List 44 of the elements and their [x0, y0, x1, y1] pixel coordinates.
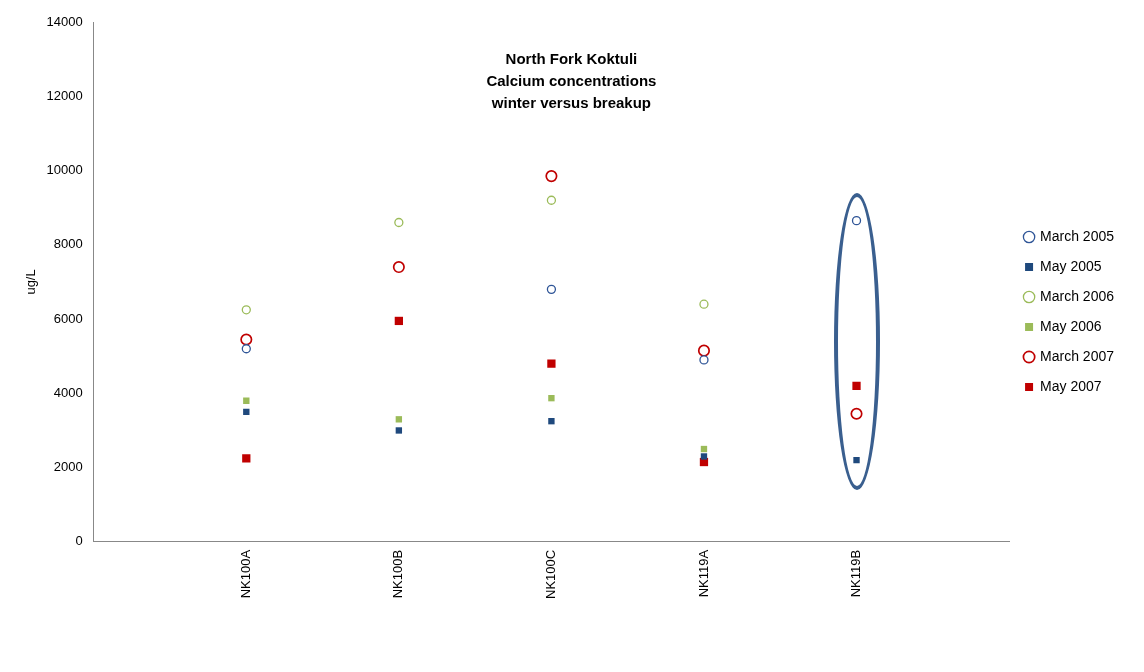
x-tick-label: NK100C	[542, 549, 558, 599]
point	[241, 305, 251, 315]
legend-label: March 2006	[1040, 287, 1115, 304]
point	[240, 333, 253, 346]
legend-label: May 2006	[1040, 317, 1102, 334]
point	[546, 195, 557, 205]
text: North Fork Koktuli Calcium concentrations winter versus breakup	[486, 49, 657, 111]
x-tick-label: NK119B	[848, 549, 864, 598]
point	[853, 456, 860, 464]
y-tick-label: 12000	[46, 87, 83, 103]
point	[395, 416, 403, 423]
y-tick-label: 8000	[53, 236, 83, 252]
legend-label: March 2005	[1040, 227, 1115, 244]
point	[852, 381, 861, 391]
x-tick-label: NK100B	[390, 549, 406, 599]
y-axis-title: ug/L	[23, 269, 39, 295]
y-tick-label: 14000	[46, 13, 83, 29]
legend-label: May 2005	[1040, 257, 1102, 274]
x-tick-label: NK119A	[695, 549, 711, 598]
y-tick-label: 2000	[53, 459, 83, 475]
point	[392, 261, 405, 274]
y-tick-label: 6000	[53, 310, 83, 326]
y-tick-label: 4000	[53, 384, 83, 400]
point	[699, 299, 709, 309]
x-tick-label: NK100A	[237, 549, 253, 599]
point	[547, 359, 556, 368]
point	[241, 344, 251, 354]
point	[394, 316, 403, 326]
point	[700, 453, 708, 460]
point	[697, 344, 711, 357]
point	[851, 216, 862, 226]
point	[850, 407, 863, 420]
point	[242, 454, 251, 463]
point	[546, 284, 557, 295]
legend-label: March 2007	[1040, 347, 1115, 364]
point	[395, 427, 403, 434]
point	[548, 394, 555, 402]
y-tick-label: 0	[75, 533, 83, 549]
point	[548, 418, 555, 425]
y-tick-label: 10000	[46, 162, 83, 178]
legend-label: May 2007	[1040, 377, 1102, 394]
point	[545, 170, 558, 183]
point	[394, 217, 404, 228]
point	[699, 355, 709, 365]
